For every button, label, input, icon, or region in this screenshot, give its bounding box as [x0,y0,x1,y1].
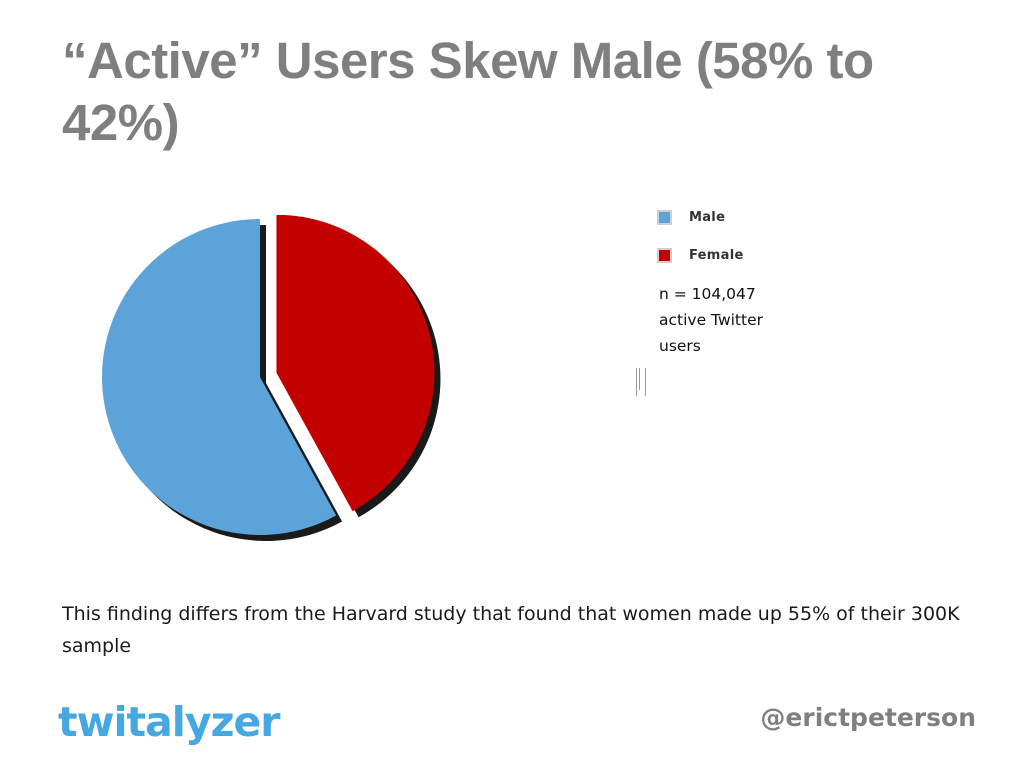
legend-label-female: Female [689,247,744,263]
legend-label-male: Male [689,209,726,225]
chart-legend: Male Female [657,206,744,282]
legend-item-female: Female [657,244,744,266]
sample-note-line: active Twitter [659,311,763,329]
sample-note-line: users [659,337,701,355]
legend-swatch-female [657,247,672,263]
pie-slice-male [102,219,337,535]
sample-size-note: n = 104,047 active Twitter users [659,281,809,359]
slide-title: “Active” Users Skew Male (58% to 42%) [62,32,874,151]
resize-handle-mark [636,368,646,396]
pie-slice-female [276,214,435,512]
sample-note-line: n = 104,047 [659,285,756,303]
brand-logo: twitalyzer [58,698,280,746]
legend-item-male: Male [657,206,744,228]
pie-chart-svg [102,214,441,541]
legend-swatch-male [657,209,672,225]
author-handle: @erictpeterson [760,703,976,732]
pie-chart [85,214,455,565]
footnote: This finding differs from the Harvard st… [62,603,960,657]
